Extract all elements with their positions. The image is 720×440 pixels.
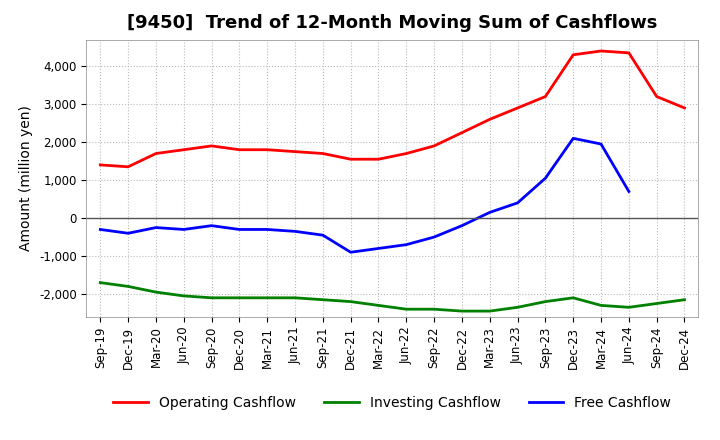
Investing Cashflow xyxy=(263,295,271,301)
Free Cashflow xyxy=(96,227,104,232)
Operating Cashflow xyxy=(652,94,661,99)
Free Cashflow xyxy=(541,176,550,181)
Free Cashflow xyxy=(346,249,355,255)
Operating Cashflow xyxy=(402,151,410,156)
Operating Cashflow xyxy=(458,130,467,135)
Investing Cashflow xyxy=(235,295,243,301)
Investing Cashflow xyxy=(374,303,383,308)
Free Cashflow xyxy=(458,223,467,228)
Free Cashflow xyxy=(235,227,243,232)
Operating Cashflow xyxy=(263,147,271,152)
Free Cashflow xyxy=(374,246,383,251)
Free Cashflow xyxy=(318,232,327,238)
Investing Cashflow xyxy=(291,295,300,301)
Line: Free Cashflow: Free Cashflow xyxy=(100,138,629,252)
Title: [9450]  Trend of 12-Month Moving Sum of Cashflows: [9450] Trend of 12-Month Moving Sum of C… xyxy=(127,15,657,33)
Investing Cashflow xyxy=(346,299,355,304)
Investing Cashflow xyxy=(597,303,606,308)
Operating Cashflow xyxy=(624,50,633,55)
Y-axis label: Amount (million yen): Amount (million yen) xyxy=(19,105,33,251)
Line: Operating Cashflow: Operating Cashflow xyxy=(100,51,685,167)
Investing Cashflow xyxy=(624,304,633,310)
Investing Cashflow xyxy=(179,293,188,299)
Free Cashflow xyxy=(513,200,522,205)
Operating Cashflow xyxy=(513,105,522,110)
Operating Cashflow xyxy=(680,105,689,110)
Operating Cashflow xyxy=(291,149,300,154)
Free Cashflow xyxy=(624,189,633,194)
Operating Cashflow xyxy=(318,151,327,156)
Investing Cashflow xyxy=(96,280,104,285)
Investing Cashflow xyxy=(652,301,661,306)
Free Cashflow xyxy=(207,223,216,228)
Operating Cashflow xyxy=(207,143,216,149)
Investing Cashflow xyxy=(152,290,161,295)
Free Cashflow xyxy=(569,136,577,141)
Operating Cashflow xyxy=(152,151,161,156)
Free Cashflow xyxy=(124,231,132,236)
Free Cashflow xyxy=(291,229,300,234)
Operating Cashflow xyxy=(179,147,188,152)
Operating Cashflow xyxy=(541,94,550,99)
Investing Cashflow xyxy=(513,304,522,310)
Operating Cashflow xyxy=(374,157,383,162)
Operating Cashflow xyxy=(430,143,438,149)
Free Cashflow xyxy=(597,141,606,147)
Free Cashflow xyxy=(485,210,494,215)
Free Cashflow xyxy=(263,227,271,232)
Operating Cashflow xyxy=(124,164,132,169)
Operating Cashflow xyxy=(597,48,606,54)
Investing Cashflow xyxy=(680,297,689,302)
Investing Cashflow xyxy=(318,297,327,302)
Investing Cashflow xyxy=(458,308,467,314)
Legend: Operating Cashflow, Investing Cashflow, Free Cashflow: Operating Cashflow, Investing Cashflow, … xyxy=(108,390,677,415)
Investing Cashflow xyxy=(485,308,494,314)
Operating Cashflow xyxy=(346,157,355,162)
Investing Cashflow xyxy=(124,284,132,289)
Operating Cashflow xyxy=(235,147,243,152)
Operating Cashflow xyxy=(485,117,494,122)
Investing Cashflow xyxy=(207,295,216,301)
Investing Cashflow xyxy=(402,307,410,312)
Investing Cashflow xyxy=(541,299,550,304)
Free Cashflow xyxy=(402,242,410,247)
Investing Cashflow xyxy=(430,307,438,312)
Free Cashflow xyxy=(430,235,438,240)
Free Cashflow xyxy=(179,227,188,232)
Free Cashflow xyxy=(152,225,161,230)
Investing Cashflow xyxy=(569,295,577,301)
Operating Cashflow xyxy=(96,162,104,168)
Operating Cashflow xyxy=(569,52,577,58)
Line: Investing Cashflow: Investing Cashflow xyxy=(100,282,685,311)
